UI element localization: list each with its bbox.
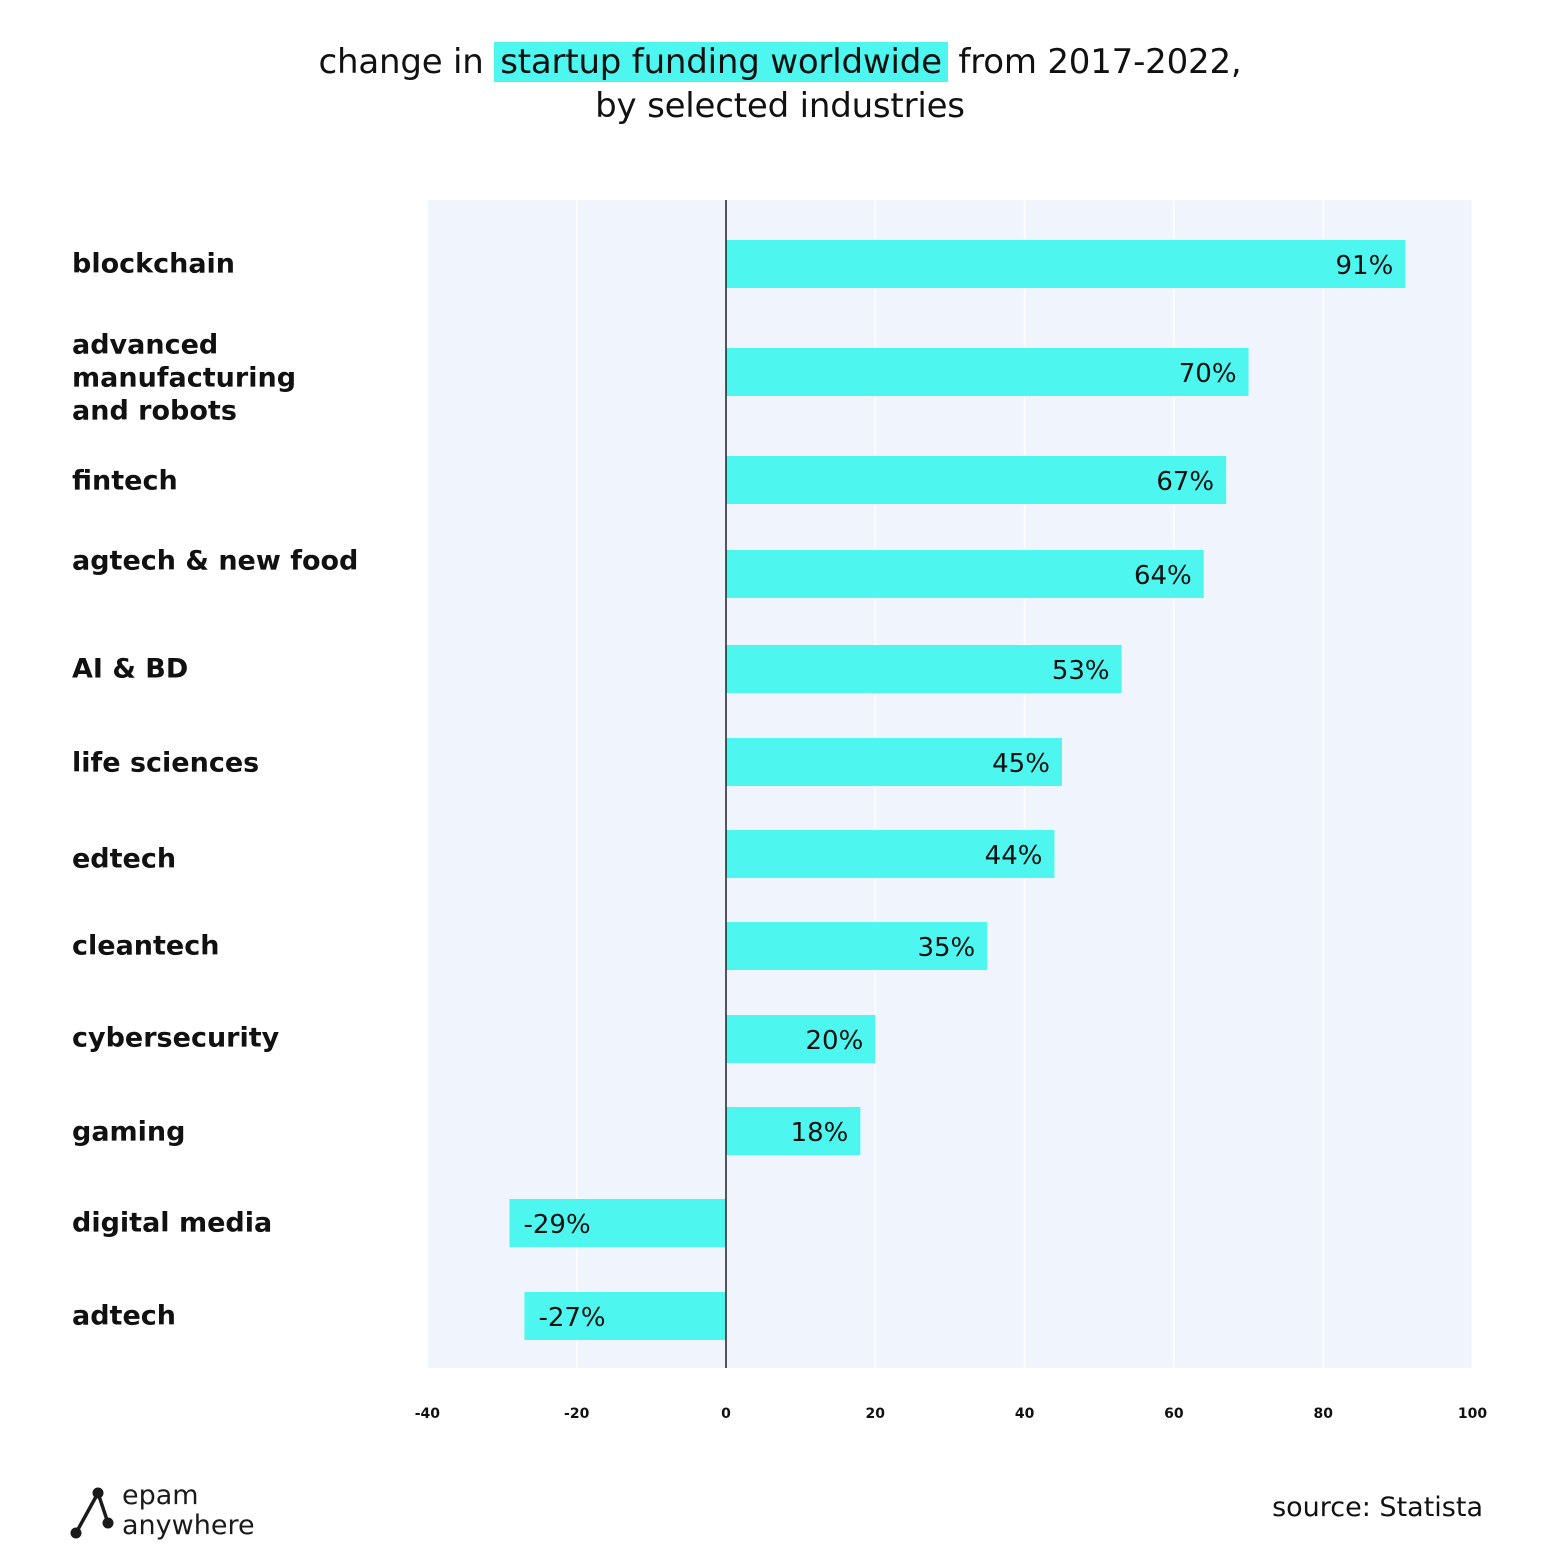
x-tick-label: 60 xyxy=(1164,1406,1184,1422)
bar xyxy=(726,922,988,970)
source-note: source: Statista xyxy=(1272,1492,1483,1523)
bar xyxy=(726,456,1227,504)
bar-data-label: 18% xyxy=(791,1118,849,1148)
logo-line-1: epam xyxy=(122,1480,199,1511)
title-line-2: by selected industries xyxy=(595,86,965,126)
x-tick-label: 40 xyxy=(1015,1406,1035,1422)
title-line-1: change in startup funding worldwide from… xyxy=(0,40,1560,84)
bar-data-label: 91% xyxy=(1336,251,1394,281)
bar-data-label: 64% xyxy=(1134,561,1192,591)
category-label: blockchain xyxy=(72,248,236,280)
bar-data-label: -29% xyxy=(524,1210,591,1240)
bars: 91% 70% 67% 64% 53% 45% 44% 35% 20% 18% -29% -27% xyxy=(509,240,1406,1340)
bar xyxy=(524,1292,726,1340)
category-label: agtech & new food xyxy=(72,545,359,577)
category-label: cybersecurity xyxy=(72,1022,280,1054)
title-highlight: startup funding worldwide xyxy=(494,42,948,82)
category-label: fintech xyxy=(72,465,178,497)
bar xyxy=(726,240,1406,288)
bar xyxy=(726,1015,876,1063)
category-label: life sciences xyxy=(72,747,260,779)
bar-data-label: 67% xyxy=(1156,467,1214,497)
epam-anywhere-logo: epam anywhere xyxy=(70,1481,290,1545)
category-label: edtech xyxy=(72,843,177,875)
bar xyxy=(726,738,1062,786)
category-label: cleantech xyxy=(72,930,220,962)
bar-data-label: 70% xyxy=(1179,359,1237,389)
category-label: adtech xyxy=(72,1300,176,1332)
bar-data-label: 45% xyxy=(992,749,1050,779)
chart-title: change in startup funding worldwide from… xyxy=(0,40,1560,128)
bar xyxy=(726,1107,861,1155)
bar xyxy=(509,1199,726,1247)
bar xyxy=(726,550,1204,598)
logo-text: epam anywhere xyxy=(122,1481,255,1541)
category-label: digital media xyxy=(72,1207,273,1239)
bar-data-label: 20% xyxy=(806,1026,864,1056)
x-tick-label: 0 xyxy=(721,1406,731,1422)
title-prefix: change in xyxy=(318,42,495,82)
bar xyxy=(726,830,1055,878)
category-label: AI & BD xyxy=(72,653,189,685)
bar-data-label: 53% xyxy=(1052,656,1110,686)
bar-data-label: 35% xyxy=(917,933,975,963)
bar-data-label: 44% xyxy=(985,841,1043,871)
title-suffix: from 2017-2022, xyxy=(947,42,1242,82)
x-tick-label: 100 xyxy=(1458,1406,1487,1422)
bar xyxy=(726,645,1122,693)
category-label: advanced manufacturing and robots xyxy=(72,329,297,427)
logo-line-2: anywhere xyxy=(122,1510,255,1541)
x-tick-label: -20 xyxy=(564,1406,590,1422)
x-tick-label: 80 xyxy=(1313,1406,1333,1422)
x-tick-label: 20 xyxy=(866,1406,886,1422)
x-tick-label: -40 xyxy=(415,1406,441,1422)
bar xyxy=(726,348,1249,396)
x-axis-ticks: -40 -20 0 20 40 60 80 100 xyxy=(415,1406,1488,1422)
category-label: gaming xyxy=(72,1116,186,1148)
bar-data-label: -27% xyxy=(538,1303,605,1333)
epam-anywhere-logo-icon xyxy=(70,1487,114,1539)
